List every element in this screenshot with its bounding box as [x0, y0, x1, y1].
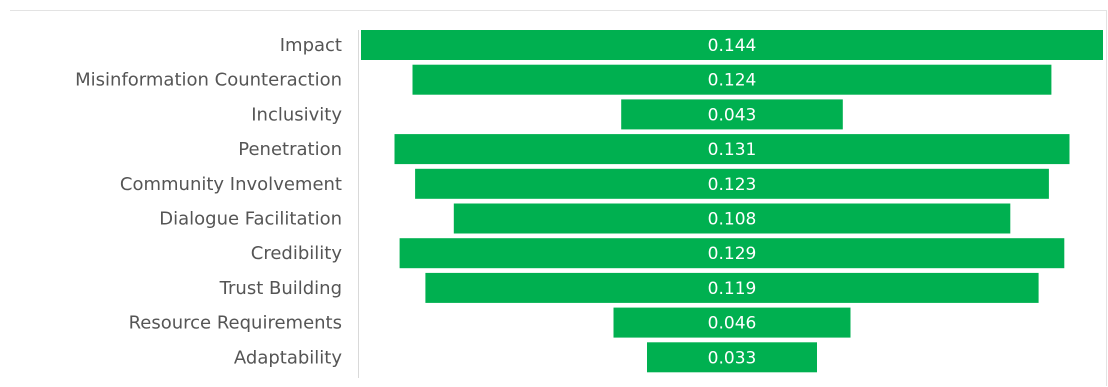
bar-value-label: 0.033 — [708, 348, 757, 368]
bar-value-label: 0.124 — [708, 71, 757, 91]
bar-value-label: 0.131 — [708, 140, 757, 160]
funnel-bar — [613, 307, 851, 338]
category-label: Credibility — [251, 243, 343, 264]
category-label: Impact — [280, 35, 342, 56]
bar-value-label: 0.046 — [708, 314, 757, 334]
funnel-bar — [412, 64, 1052, 95]
bar-value-label: 0.129 — [708, 244, 757, 264]
funnel-bar — [361, 30, 1103, 60]
funnel-bar — [394, 134, 1070, 165]
funnel-bar — [399, 238, 1065, 269]
funnel-bar — [647, 342, 817, 373]
bar-value-label: 0.144 — [708, 36, 757, 56]
bar-value-label: 0.108 — [708, 210, 757, 230]
category-label: Penetration — [238, 139, 342, 160]
category-label: Dialogue Facilitation — [159, 209, 342, 230]
bar-value-label: 0.123 — [708, 175, 757, 195]
category-label: Misinformation Counteraction — [75, 70, 342, 91]
category-label: Adaptability — [234, 347, 342, 368]
category-label: Resource Requirements — [129, 313, 342, 334]
funnel-bar — [415, 168, 1049, 199]
category-label: Community Involvement — [120, 174, 342, 195]
bars-layer — [361, 30, 1103, 373]
bar-value-label: 0.119 — [708, 279, 757, 299]
bar-value-label: 0.043 — [708, 105, 757, 125]
labels-layer: 0.144 Impact 0.124 Misinformation Counterac… — [75, 35, 756, 368]
funnel-bar — [453, 203, 1011, 234]
funnel-bar — [621, 99, 843, 130]
category-label: Inclusivity — [251, 104, 342, 125]
funnel-bar — [425, 272, 1039, 303]
category-label: Trust Building — [219, 278, 342, 299]
